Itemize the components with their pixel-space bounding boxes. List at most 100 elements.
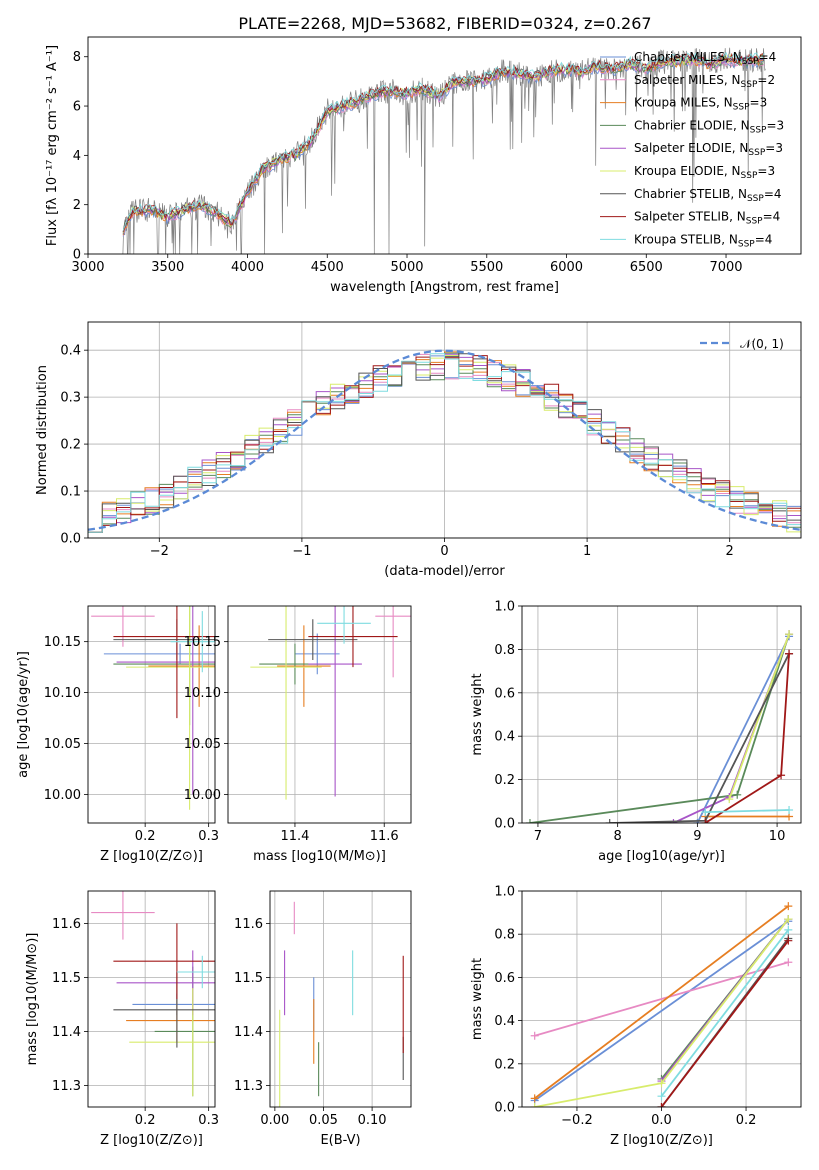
- weight-line-kroupa-stelib: [660, 929, 790, 1097]
- x-tick-label: 0.00: [260, 1113, 289, 1128]
- weight-marker: [784, 902, 793, 911]
- weight-marker: [784, 958, 793, 967]
- y-tick-label: 11.3: [234, 1079, 263, 1094]
- y-axis-label: mass weight: [470, 958, 485, 1040]
- x-tick-label: 5000: [390, 260, 423, 275]
- normal-reference-curve: [88, 349, 801, 531]
- legend-entry: Salpeter STELIB, NSSP=4: [634, 210, 780, 227]
- residuals-panel: −2 −1 0 1 2 0.0 0.1 0.2 0.3 0.4 (data-model)/error…: [35, 321, 802, 579]
- x-tick-label: 9: [693, 829, 701, 844]
- axes-frame: [87, 605, 216, 824]
- legend-subscript: SSP: [738, 239, 755, 249]
- mass-weight-vs-metallicity-panel: −0.2 0.0 0.2 0.0 0.2 0.4 0.6 0.8 1.0 Z [log10(Z/Z…: [470, 885, 802, 1148]
- x-tick-label: 7000: [709, 260, 742, 275]
- weight-marker: [785, 805, 794, 814]
- y-tick-label: 0.6: [494, 971, 515, 986]
- mass-vs-ebv-panel: 0.00 0.05 0.10 11.3 11.4 11.5 11.6 E(B-V): [234, 890, 412, 1148]
- legend-value: =3: [750, 96, 768, 110]
- y-tick-label: 0.2: [494, 773, 515, 788]
- axes-frame: [87, 36, 802, 255]
- y-tick-label: 0: [73, 248, 81, 263]
- weight-marker: [784, 925, 793, 934]
- y-tick-label: 10.10: [184, 686, 221, 701]
- y-tick-label: 4: [73, 149, 81, 164]
- plot-area: [522, 606, 801, 823]
- x-axis-label: (data-model)/error: [384, 564, 505, 579]
- y-tick-label: 10.00: [44, 788, 81, 803]
- y-tick-label: 11.6: [234, 917, 263, 932]
- y-tick-label: 10.05: [44, 737, 81, 752]
- x-tick-label: −1: [292, 544, 311, 559]
- legend-value: =4: [763, 210, 781, 224]
- legend-subscript: SSP: [747, 194, 764, 204]
- weight-line-chabrier-stelib: [609, 653, 790, 823]
- axes-frame: [269, 890, 412, 1108]
- y-axis-label: Normed distribution: [35, 365, 50, 495]
- x-tick-label: 0.3: [198, 1113, 219, 1128]
- legend-entry: Kroupa STELIB, NSSP=4: [634, 232, 772, 249]
- x-tick-label: 0.2: [135, 1113, 156, 1128]
- legend-value: =4: [759, 50, 777, 64]
- legend-entry: 𝒩(0, 1): [740, 337, 784, 351]
- weight-marker: [701, 819, 710, 823]
- weight-marker: [657, 1103, 666, 1107]
- y-tick-label: 0.1: [60, 485, 81, 500]
- x-tick-label: 10: [769, 829, 786, 844]
- weight-line-kroupa-stelib: [705, 809, 790, 813]
- legend-subscript: SSP: [741, 80, 758, 90]
- y-axis-label: mass weight: [470, 673, 485, 755]
- mass-weight-vs-age-panel: 7 8 9 10 0.0 0.2 0.4 0.6 0.8 1.0 age [log10(age/yr…: [470, 600, 802, 864]
- legend-entry: Kroupa ELODIE, NSSP=3: [634, 164, 775, 181]
- y-tick-label: 10.05: [184, 737, 221, 752]
- y-tick-label: 1.0: [494, 885, 515, 900]
- y-tick-label: 0.2: [494, 1057, 515, 1072]
- weight-marker: [785, 630, 794, 639]
- x-tick-label: 0.0: [651, 1113, 672, 1128]
- weight-marker: [669, 819, 678, 823]
- y-tick-label: 0.4: [494, 730, 515, 745]
- y-tick-label: 11.5: [52, 971, 81, 986]
- y-tick-label: 0.0: [494, 1101, 515, 1116]
- axes-frame: [87, 321, 802, 539]
- x-axis-label: Z [log10(Z/Z⊙)]: [610, 1133, 713, 1148]
- y-tick-label: 10.15: [184, 635, 221, 650]
- y-tick-label: 0.3: [60, 391, 81, 406]
- x-tick-label: 2: [726, 544, 734, 559]
- x-tick-label: 8: [614, 829, 622, 844]
- legend-subscript: SSP: [742, 57, 759, 67]
- y-tick-label: 0.6: [494, 686, 515, 701]
- axes-frame: [521, 605, 802, 824]
- x-axis-label: wavelength [Angstrom, rest frame]: [330, 280, 559, 295]
- legend-value: =2: [757, 73, 775, 87]
- legend-entry: Salpeter MILES, NSSP=2: [634, 73, 775, 90]
- legend-value: =4: [764, 187, 782, 201]
- x-tick-label: 11.6: [370, 829, 399, 844]
- y-tick-label: 11.4: [234, 1025, 263, 1040]
- legend-entry: Chabrier MILES, NSSP=4: [634, 50, 776, 67]
- age-vs-metallicity-panel: 0.2 0.3 10.00 10.05 10.10 10.15 Z [log10(Z/Z⊙)…: [16, 605, 219, 864]
- histogram-kroupa-stelib: [88, 353, 801, 533]
- y-tick-label: 0.0: [60, 532, 81, 547]
- legend-entry: Chabrier ELODIE, NSSP=3: [634, 118, 784, 135]
- model-line-salpeter-stelib: [122, 52, 765, 232]
- y-tick-label: 1.0: [494, 600, 515, 615]
- legend-subscript: SSP: [750, 125, 767, 135]
- y-axis-label: Flux [fλ 10⁻¹⁷ erg cm⁻² s⁻¹ A⁻¹]: [45, 45, 60, 246]
- weight-line-kroupa-elodie: [728, 633, 790, 800]
- y-tick-label: 11.5: [234, 971, 263, 986]
- x-tick-label: 4000: [231, 260, 264, 275]
- y-tick-label: 0.8: [494, 928, 515, 943]
- x-tick-label: 6000: [550, 260, 583, 275]
- y-tick-label: 10.00: [184, 788, 221, 803]
- plot-area: [270, 891, 411, 1107]
- y-tick-label: 11.3: [52, 1079, 81, 1094]
- y-tick-label: 0.2: [60, 438, 81, 453]
- plot-area: [88, 606, 215, 823]
- weight-marker: [657, 1079, 666, 1088]
- plot-area: [122, 47, 766, 254]
- weight-marker: [530, 1103, 539, 1107]
- x-tick-label: 1: [583, 544, 591, 559]
- x-axis-label: E(B-V): [320, 1133, 360, 1148]
- weight-marker: [784, 915, 793, 924]
